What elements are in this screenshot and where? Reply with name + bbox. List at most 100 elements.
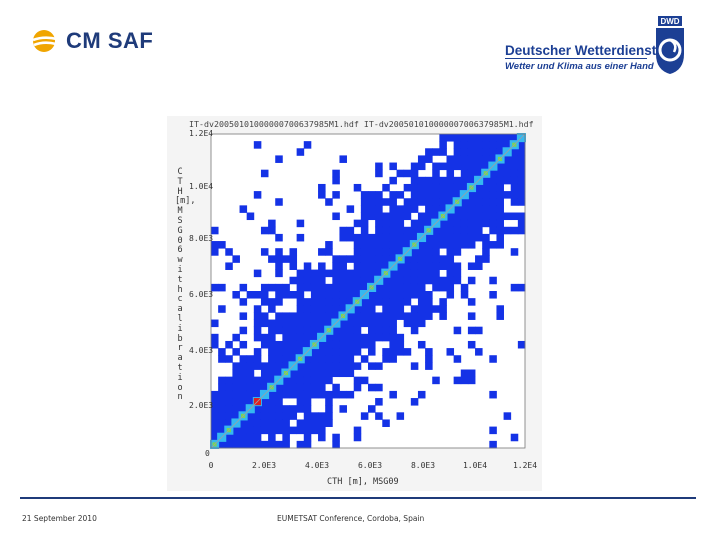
density-cell bbox=[275, 312, 283, 320]
density-cell bbox=[310, 305, 319, 313]
density-cell bbox=[310, 298, 319, 306]
density-cell bbox=[368, 383, 376, 392]
density-cell bbox=[310, 376, 319, 385]
density-cell bbox=[368, 233, 376, 242]
density-cell bbox=[289, 355, 298, 363]
x-tick-label: 4.0E3 bbox=[304, 461, 330, 470]
density-cell bbox=[260, 298, 269, 306]
density-cell bbox=[211, 390, 219, 399]
density-cell bbox=[475, 198, 483, 206]
density-cell bbox=[375, 283, 383, 292]
density-cell bbox=[346, 233, 355, 242]
density-cell bbox=[389, 255, 397, 263]
density-cell bbox=[282, 362, 290, 370]
density-cell bbox=[296, 348, 305, 356]
density-cell bbox=[275, 390, 283, 399]
density-cell bbox=[389, 305, 397, 313]
density-cell bbox=[467, 226, 476, 235]
density-cell bbox=[510, 134, 519, 142]
density-cell bbox=[346, 283, 355, 292]
density-cell bbox=[439, 191, 447, 199]
density-cell bbox=[389, 219, 397, 228]
density-cell bbox=[432, 276, 440, 285]
density-cell bbox=[432, 241, 440, 249]
density-cell bbox=[453, 212, 462, 221]
density-cell bbox=[482, 155, 490, 163]
density-cell bbox=[211, 241, 219, 249]
density-cell bbox=[218, 283, 226, 292]
density-cell bbox=[489, 226, 497, 235]
density-cell bbox=[439, 298, 447, 306]
density-cell bbox=[432, 376, 440, 385]
density-cell bbox=[253, 433, 262, 442]
density-cell bbox=[246, 291, 255, 299]
density-cell bbox=[303, 355, 312, 363]
density-cell bbox=[410, 183, 419, 192]
density-cell bbox=[439, 305, 447, 313]
density-cell bbox=[410, 276, 419, 285]
density-cell bbox=[303, 333, 312, 342]
density-cell bbox=[225, 355, 233, 363]
density-cell bbox=[510, 226, 519, 235]
density-cell bbox=[310, 355, 319, 363]
density-cell bbox=[446, 255, 455, 263]
density-cell bbox=[275, 340, 283, 349]
density-cell bbox=[325, 348, 333, 356]
density-cell bbox=[289, 291, 298, 299]
density-cell bbox=[339, 291, 347, 299]
density-cell bbox=[275, 198, 283, 206]
density-cell bbox=[296, 333, 305, 342]
density-cell bbox=[310, 283, 319, 292]
density-cell bbox=[417, 191, 426, 199]
density-cell bbox=[346, 226, 355, 235]
density-cell bbox=[325, 405, 333, 413]
density-cell bbox=[339, 348, 347, 356]
density-cell bbox=[232, 398, 240, 406]
density-cell bbox=[489, 390, 497, 399]
density-cell bbox=[282, 426, 290, 435]
y-tick-label: 1.0E4 bbox=[189, 182, 214, 191]
density-cell bbox=[253, 326, 262, 335]
density-cell bbox=[432, 305, 440, 313]
density-cell bbox=[325, 369, 333, 378]
density-cell bbox=[475, 155, 483, 163]
density-cell bbox=[218, 241, 226, 249]
density-cell bbox=[303, 305, 312, 313]
density-cell bbox=[403, 183, 412, 192]
density-cell bbox=[310, 291, 319, 299]
density-cell bbox=[268, 440, 276, 449]
density-cell bbox=[353, 241, 362, 249]
density-cell bbox=[389, 319, 397, 328]
density-cell bbox=[475, 255, 483, 263]
density-cell bbox=[446, 169, 455, 178]
density-cell bbox=[353, 276, 362, 285]
density-cell bbox=[246, 383, 255, 392]
density-cell bbox=[453, 155, 462, 163]
density-cell bbox=[303, 141, 312, 149]
density-cell bbox=[310, 333, 319, 342]
density-cell bbox=[403, 205, 412, 213]
density-cell bbox=[410, 233, 419, 242]
density-cell bbox=[289, 376, 298, 385]
density-cell bbox=[275, 383, 283, 392]
density-cell bbox=[211, 412, 219, 420]
density-cell bbox=[496, 183, 504, 192]
density-cell bbox=[368, 262, 376, 270]
density-cell bbox=[439, 255, 447, 263]
density-cell bbox=[496, 169, 504, 178]
density-cell bbox=[310, 390, 319, 399]
y-tick-label: 0 bbox=[205, 449, 210, 458]
density-cell bbox=[310, 426, 319, 435]
density-cell bbox=[510, 176, 519, 185]
density-cell bbox=[417, 276, 426, 285]
density-cell bbox=[482, 176, 490, 185]
density-cell bbox=[318, 362, 326, 370]
density-cell bbox=[282, 348, 290, 356]
cmsaf-logo-text: CM SAF bbox=[66, 28, 154, 53]
density-cell bbox=[360, 376, 369, 385]
density-cell bbox=[467, 134, 476, 142]
density-cell bbox=[346, 291, 355, 299]
density-cell bbox=[368, 269, 376, 278]
density-cell bbox=[339, 369, 347, 378]
plot-frame bbox=[210, 133, 526, 449]
